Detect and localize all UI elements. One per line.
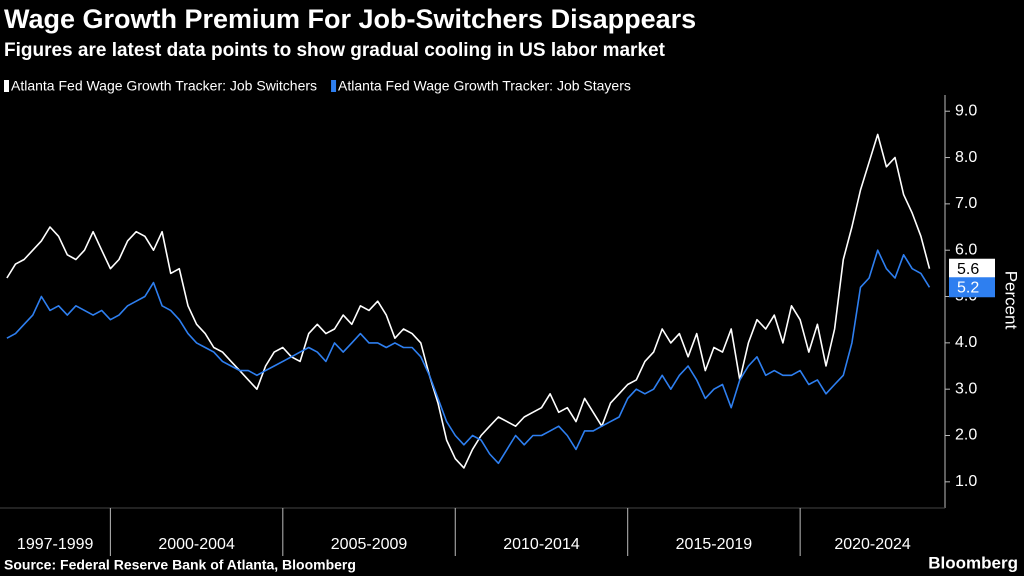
legend-label: Atlanta Fed Wage Growth Tracker: Job Sta… xyxy=(338,78,631,94)
legend-label: Atlanta Fed Wage Growth Tracker: Job Swi… xyxy=(11,78,317,94)
chart-subtitle: Figures are latest data points to show g… xyxy=(4,40,666,61)
y-tick-label: 4.0 xyxy=(955,334,977,351)
chart-title: Wage Growth Premium For Job-Switchers Di… xyxy=(4,4,696,34)
y-tick-label: 9.0 xyxy=(955,102,977,119)
end-label: 5.6 xyxy=(957,261,979,278)
legend-swatch xyxy=(331,80,337,92)
y-tick-label: 6.0 xyxy=(955,241,977,258)
brand: Bloomberg xyxy=(928,553,1018,572)
legend-swatch xyxy=(4,80,9,92)
series-line xyxy=(6,133,931,469)
x-band-label: 2005-2009 xyxy=(331,536,408,553)
source: Source: Federal Reserve Bank of Atlanta,… xyxy=(4,557,356,573)
y-tick-label: 3.0 xyxy=(955,380,977,397)
y-tick-label: 2.0 xyxy=(955,427,977,444)
end-label: 5.2 xyxy=(957,279,979,296)
y-axis-label: Percent xyxy=(1002,271,1021,330)
x-band-label: 1997-1999 xyxy=(17,536,94,553)
y-tick-label: 8.0 xyxy=(955,149,977,166)
end-label-box xyxy=(949,277,995,298)
y-tick-label: 1.0 xyxy=(955,473,977,490)
y-tick-label: 7.0 xyxy=(955,195,977,212)
x-band-label: 2000-2004 xyxy=(158,536,235,553)
x-band-label: 2020-2024 xyxy=(834,536,911,553)
end-label-box xyxy=(949,258,995,279)
x-band-label: 2015-2019 xyxy=(676,536,753,553)
x-band-label: 2010-2014 xyxy=(503,536,580,553)
series-line xyxy=(6,249,931,465)
